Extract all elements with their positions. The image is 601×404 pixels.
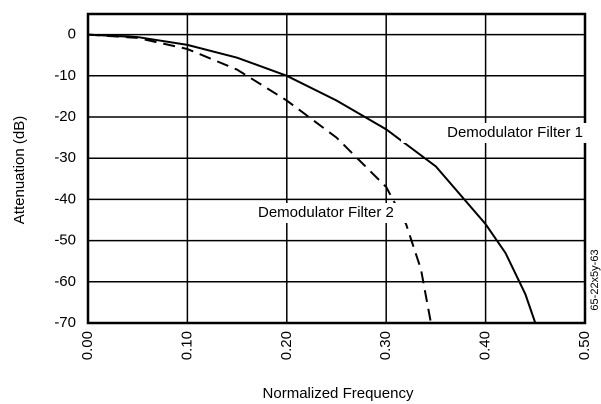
plot-frame xyxy=(86,12,587,325)
side-code: 65-22x5y-63 xyxy=(589,249,601,310)
x-tick-label: 0.20 xyxy=(278,331,295,360)
x-tick-label: 0.50 xyxy=(576,331,593,360)
x-tick-label: 0.10 xyxy=(178,331,195,360)
y-axis-label: Attenuation (dB) xyxy=(11,116,28,224)
y-tick-label: -50 xyxy=(54,232,76,249)
x-tick-label: 0.40 xyxy=(477,331,494,360)
x-tick-label: 0.30 xyxy=(377,331,394,360)
y-tick-label: -30 xyxy=(54,149,76,166)
y-tick-label: -70 xyxy=(54,314,76,331)
x-tick-label: 0.00 xyxy=(79,331,96,360)
label-bg xyxy=(256,203,442,223)
label-bg xyxy=(401,123,587,143)
series-label: Demodulator Filter 1 xyxy=(447,124,583,141)
line-series xyxy=(87,33,537,324)
y-tick-label: -20 xyxy=(54,108,76,125)
y-tick-label: -40 xyxy=(54,190,76,207)
series-label: Demodulator Filter 2 xyxy=(258,204,394,221)
x-axis-label: Normalized Frequency xyxy=(263,385,414,402)
line-series xyxy=(87,33,432,324)
y-tick-label: -60 xyxy=(54,273,76,290)
y-tick-label: -10 xyxy=(54,67,76,84)
y-tick-label: 0 xyxy=(68,26,76,43)
